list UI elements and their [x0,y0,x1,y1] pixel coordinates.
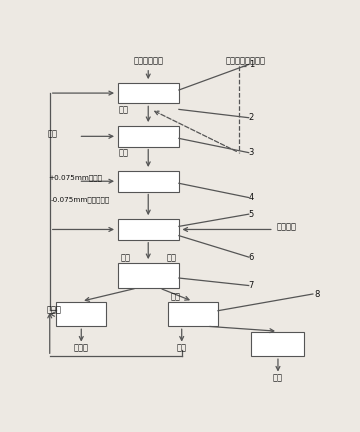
Bar [251,332,305,356]
Text: 8: 8 [314,289,320,299]
Text: 煤炭洗选尾矿: 煤炭洗选尾矿 [133,57,163,66]
Text: -0.075mm细煤泥矿浆: -0.075mm细煤泥矿浆 [50,196,110,203]
Text: 4: 4 [249,193,254,202]
Text: 精矿: 精矿 [166,253,176,262]
Text: 矿浆: 矿浆 [119,105,129,114]
Text: 尾煤泥: 尾煤泥 [74,343,89,353]
Text: 5: 5 [249,210,254,219]
Text: 杂物: 杂物 [48,129,58,138]
Bar [56,302,107,326]
Bar [117,83,179,103]
Text: 2: 2 [249,113,254,122]
Bar [168,302,218,326]
Bar [117,263,179,288]
Text: 矿浆: 矿浆 [119,148,129,157]
Bar [117,126,179,146]
Text: 7: 7 [249,281,254,290]
Text: +0.075mm粗煤泥: +0.075mm粗煤泥 [48,174,102,181]
Text: 煤炭洗选尾矿矿浆: 煤炭洗选尾矿矿浆 [226,57,266,66]
Text: 滤液: 滤液 [177,343,187,353]
Text: 煤粉: 煤粉 [273,373,283,382]
Text: 净化水: 净化水 [46,306,62,315]
Text: 3: 3 [249,148,254,157]
Text: 1: 1 [249,60,254,69]
Text: 滤饼: 滤饼 [171,292,181,302]
Text: 尾矿: 尾矿 [120,253,130,262]
Bar [117,171,179,191]
Text: 浮选药剂: 浮选药剂 [276,222,297,231]
Text: 6: 6 [249,253,254,262]
Bar [117,219,179,240]
